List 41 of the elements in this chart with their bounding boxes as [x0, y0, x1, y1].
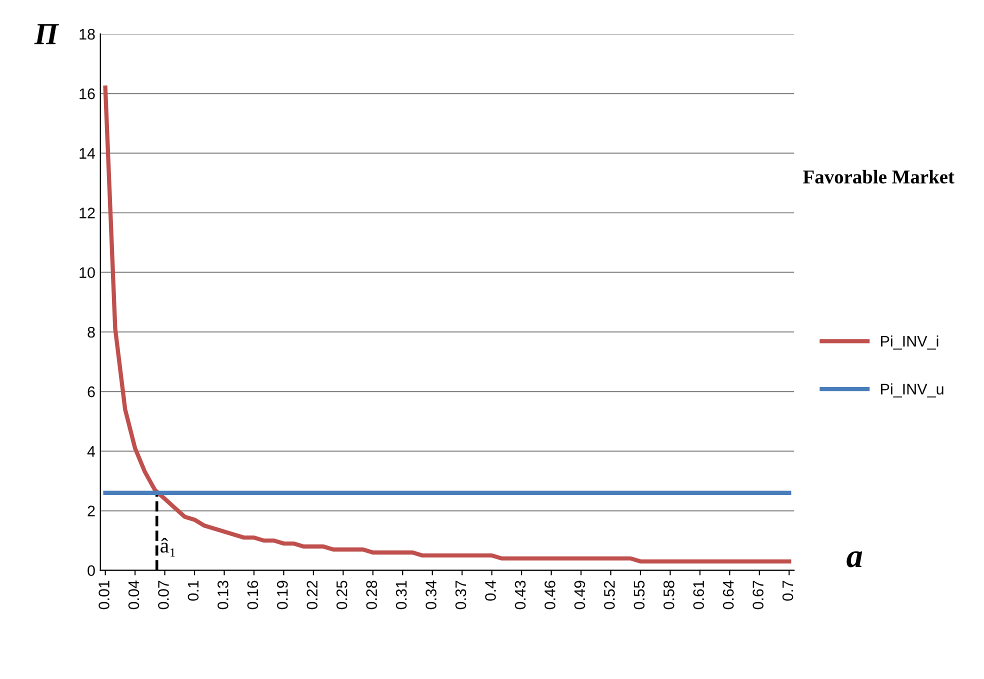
x-tick-label: 0.28	[366, 580, 377, 610]
y-tick-label: 18	[80, 28, 95, 40]
x-tick-label: 0.64	[722, 580, 734, 610]
x-tick-label: 0.55	[634, 580, 645, 610]
ref-line-label: â₁	[160, 538, 175, 557]
x-tick-label: 0.67	[752, 580, 764, 610]
x-tick-label: 0.7	[782, 580, 794, 601]
x-tick-label: 0.01	[98, 580, 110, 610]
y-tick-label: 12	[80, 208, 95, 218]
y-axis-title: Π	[34, 24, 59, 44]
y-tick-label: 10	[80, 267, 95, 278]
line-series	[103, 86, 792, 564]
legend-label: Pi_INV_i	[881, 335, 938, 350]
x-tick-label: 0.19	[276, 580, 288, 610]
y-tick-label: 14	[80, 148, 96, 159]
y-tick-label: 16	[80, 88, 95, 100]
x-tick-label: 0.58	[663, 580, 674, 610]
x-tick-label: 0.34	[426, 580, 436, 610]
x-axis-title: a	[846, 551, 862, 568]
x-tick-label: 0.4	[485, 580, 496, 601]
x-tick-label: 0.22	[306, 580, 318, 610]
x-tick-label: 0.31	[396, 580, 407, 610]
y-tick-label: 2	[88, 506, 95, 516]
x-tick-label: 0.04	[128, 580, 140, 610]
x-tick-label: 0.43	[514, 580, 526, 610]
x-tick-label: 0.37	[455, 580, 466, 610]
x-tick-label: 0.1	[188, 580, 199, 601]
x-tick-label: 0.61	[693, 580, 704, 610]
x-tick-label: 0.49	[574, 580, 586, 610]
y-tick-label: 6	[88, 386, 95, 398]
y-tick-label: 8	[88, 326, 95, 338]
x-tick-label: 0.25	[336, 580, 348, 610]
text: Favorable Market	[803, 170, 954, 184]
y-tick-label: 0	[88, 565, 95, 576]
x-tick-label: 0.13	[218, 580, 228, 610]
x-tick-label: 0.07	[158, 580, 169, 610]
x-tick-label: 0.52	[604, 580, 615, 610]
x-tick-label: 0.46	[544, 580, 556, 610]
x-tick-label: 0.16	[247, 580, 258, 610]
legend-label: Pi_INV_u	[881, 383, 944, 398]
y-tick-label: 4	[87, 446, 96, 457]
